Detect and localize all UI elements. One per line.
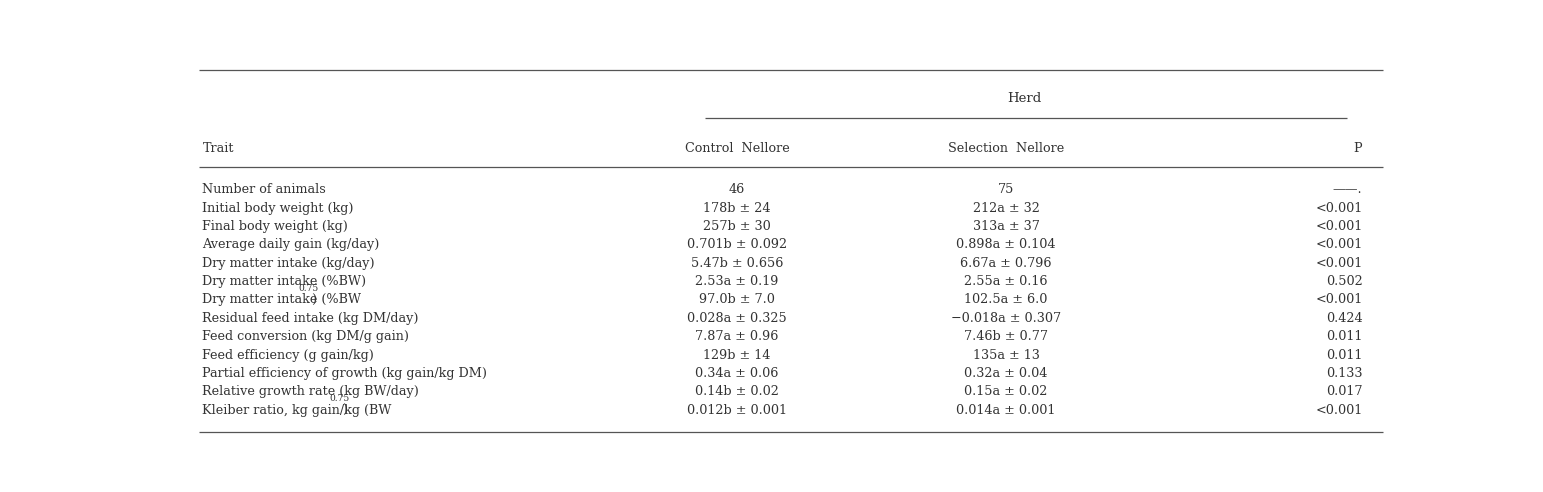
Text: 75: 75 (998, 183, 1014, 196)
Text: 0.017: 0.017 (1325, 385, 1362, 399)
Text: 129b ± 14: 129b ± 14 (704, 349, 770, 362)
Text: 0.32a ± 0.04: 0.32a ± 0.04 (964, 367, 1048, 380)
Text: Residual feed intake (kg DM/day): Residual feed intake (kg DM/day) (202, 312, 420, 325)
Text: 46: 46 (728, 183, 745, 196)
Text: 313a ± 37: 313a ± 37 (972, 220, 1040, 233)
Text: 7.46b ± 0.77: 7.46b ± 0.77 (964, 330, 1048, 343)
Text: 0.014a ± 0.001: 0.014a ± 0.001 (957, 404, 1055, 417)
Text: Kleiber ratio, kg gain/kg (BW: Kleiber ratio, kg gain/kg (BW (202, 404, 392, 417)
Text: 0.898a ± 0.104: 0.898a ± 0.104 (957, 238, 1055, 251)
Text: 0.502: 0.502 (1325, 275, 1362, 288)
Text: Dry matter intake (%BW: Dry matter intake (%BW (202, 294, 361, 307)
Text: 0.701b ± 0.092: 0.701b ± 0.092 (687, 238, 787, 251)
Text: ): ) (312, 294, 316, 307)
Text: ): ) (341, 404, 347, 417)
Text: 6.67a ± 0.796: 6.67a ± 0.796 (960, 257, 1052, 270)
Text: Feed efficiency (g gain/kg): Feed efficiency (g gain/kg) (202, 349, 375, 362)
Text: 0.75: 0.75 (329, 395, 349, 403)
Text: 7.87a ± 0.96: 7.87a ± 0.96 (696, 330, 779, 343)
Text: <0.001: <0.001 (1315, 220, 1362, 233)
Text: 0.15a ± 0.02: 0.15a ± 0.02 (964, 385, 1048, 399)
Text: <0.001: <0.001 (1315, 202, 1362, 215)
Text: 2.55a ± 0.16: 2.55a ± 0.16 (964, 275, 1048, 288)
Text: Initial body weight (kg): Initial body weight (kg) (202, 202, 353, 215)
Text: −0.018a ± 0.307: −0.018a ± 0.307 (950, 312, 1062, 325)
Text: 0.028a ± 0.325: 0.028a ± 0.325 (687, 312, 787, 325)
Text: Herd: Herd (1008, 92, 1042, 105)
Text: 0.011: 0.011 (1325, 330, 1362, 343)
Text: 0.011: 0.011 (1325, 349, 1362, 362)
Text: Relative growth rate (kg BW/day): Relative growth rate (kg BW/day) (202, 385, 420, 399)
Text: 178b ± 24: 178b ± 24 (704, 202, 770, 215)
Text: 0.75: 0.75 (298, 284, 319, 293)
Text: <0.001: <0.001 (1315, 404, 1362, 417)
Text: Dry matter intake (%BW): Dry matter intake (%BW) (202, 275, 367, 288)
Text: ——.: ——. (1333, 183, 1362, 196)
Text: 102.5a ± 6.0: 102.5a ± 6.0 (964, 294, 1048, 307)
Text: 2.53a ± 0.19: 2.53a ± 0.19 (696, 275, 779, 288)
Text: <0.001: <0.001 (1315, 257, 1362, 270)
Text: 135a ± 13: 135a ± 13 (972, 349, 1040, 362)
Text: 5.47b ± 0.656: 5.47b ± 0.656 (691, 257, 784, 270)
Text: Dry matter intake (kg/day): Dry matter intake (kg/day) (202, 257, 375, 270)
Text: P: P (1353, 142, 1362, 154)
Text: Feed conversion (kg DM/g gain): Feed conversion (kg DM/g gain) (202, 330, 409, 343)
Text: Number of animals: Number of animals (202, 183, 326, 196)
Text: 0.012b ± 0.001: 0.012b ± 0.001 (687, 404, 787, 417)
Text: <0.001: <0.001 (1315, 294, 1362, 307)
Text: 0.133: 0.133 (1325, 367, 1362, 380)
Text: 0.34a ± 0.06: 0.34a ± 0.06 (696, 367, 779, 380)
Text: Selection  Nellore: Selection Nellore (947, 142, 1065, 154)
Text: 212a ± 32: 212a ± 32 (972, 202, 1040, 215)
Text: 0.424: 0.424 (1325, 312, 1362, 325)
Text: Partial efficiency of growth (kg gain/kg DM): Partial efficiency of growth (kg gain/kg… (202, 367, 488, 380)
Text: 0.14b ± 0.02: 0.14b ± 0.02 (694, 385, 779, 399)
Text: Final body weight (kg): Final body weight (kg) (202, 220, 349, 233)
Text: 97.0b ± 7.0: 97.0b ± 7.0 (699, 294, 775, 307)
Text: Average daily gain (kg/day): Average daily gain (kg/day) (202, 238, 380, 251)
Text: Trait: Trait (202, 142, 235, 154)
Text: 257b ± 30: 257b ± 30 (704, 220, 772, 233)
Text: <0.001: <0.001 (1315, 238, 1362, 251)
Text: Control  Nellore: Control Nellore (685, 142, 790, 154)
